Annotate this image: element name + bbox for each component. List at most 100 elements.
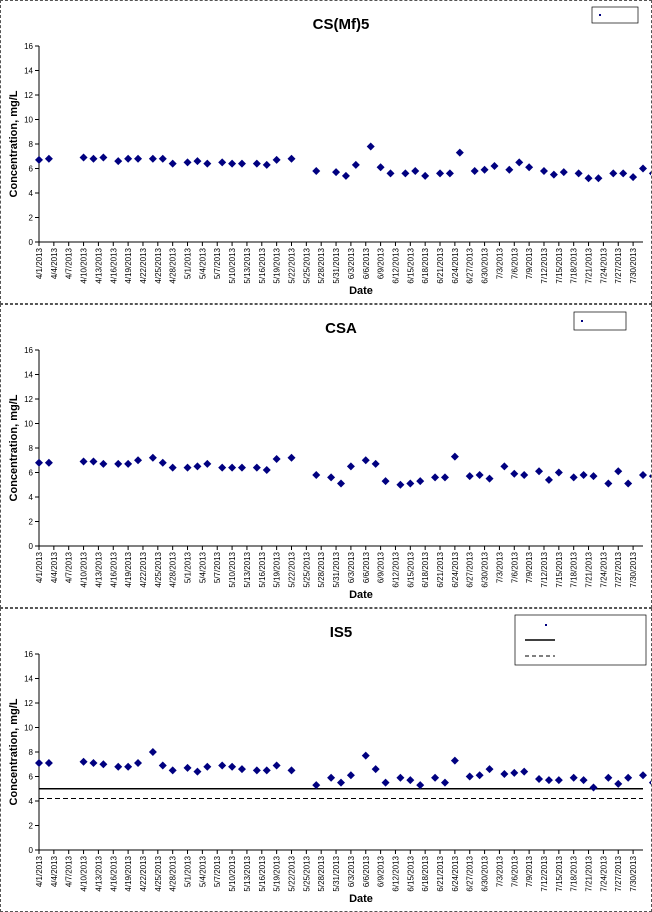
data-point [639,164,647,173]
x-tick-label: 7/18/2013 [570,247,579,283]
data-point [35,458,43,467]
x-tick-label: 4/10/2013 [80,247,89,283]
data-point [450,452,459,461]
x-axis-label: Date [349,589,373,601]
data-point [99,153,108,162]
data-point [341,171,350,180]
x-tick-label: 5/13/2013 [243,247,252,283]
x-tick-label: 4/16/2013 [109,551,118,587]
x-tick-label: 5/16/2013 [258,855,267,891]
x-tick-label: 5/7/2013 [213,551,222,583]
x-tick-label: 6/3/2013 [347,247,356,279]
x-tick-label: 7/15/2013 [555,551,564,587]
y-axis-label: Concentration, mg/L [8,698,20,805]
x-tick-label: 5/19/2013 [273,247,282,283]
x-tick-label: 4/1/2013 [35,551,44,583]
data-point [237,765,246,774]
data-point [327,473,336,482]
data-point [228,762,237,771]
x-tick-label: 7/27/2013 [614,855,623,891]
y-tick-label: 8 [29,748,34,757]
data-point [544,776,553,785]
x-tick-label: 6/15/2013 [406,855,415,891]
data-point [218,463,227,472]
y-tick-label: 0 [29,542,34,551]
x-tick-label: 5/19/2013 [273,551,282,587]
x-tick-label: 6/6/2013 [362,551,371,583]
data-point [287,766,296,775]
x-tick-label: 4/16/2013 [109,247,118,283]
data-point [99,760,108,769]
x-tick-label: 6/9/2013 [377,551,386,583]
data-point [594,174,603,183]
data-point [134,456,143,465]
x-tick-label: 7/9/2013 [525,551,534,583]
chart-panel-csa: CSA 0 2 4 6 8 10 12 14 16 4/1/2013 4/4/2013 4/7/2013… [0,304,652,608]
x-tick-label: 4/22/2013 [139,855,148,891]
x-axis-label: Date [349,285,373,297]
data-point [114,762,123,771]
data-point [554,776,563,785]
y-tick-label: 6 [29,165,34,174]
x-tick-label: 4/22/2013 [139,247,148,283]
data-point [436,169,445,178]
y-axis-label: Concentration, mg/L [8,394,20,501]
data-point [475,771,484,780]
chart-panel-is5: IS5 0 2 4 6 8 10 12 14 16 4/1/2013 4/4/2013 4/7/2013… [0,608,652,912]
data-point [455,148,464,157]
legend-box [573,311,627,331]
data-point [520,470,529,479]
x-tick-label: 5/13/2013 [243,551,252,587]
x-tick-label: 5/25/2013 [302,551,311,587]
data-point [619,169,628,178]
data-point [450,756,459,765]
x-tick-label: 5/7/2013 [213,855,222,887]
data-point [431,473,440,482]
data-point [134,154,143,163]
data-point [440,778,449,787]
data-point [193,767,202,776]
data-point [485,474,494,483]
y-tick-label: 4 [29,493,34,502]
data-point [44,759,53,768]
x-tick-label: 4/13/2013 [94,247,103,283]
x-tick-label: 5/1/2013 [184,247,193,279]
y-tick-label: 14 [24,67,33,76]
legend-marker [599,14,601,16]
x-tick-label: 7/15/2013 [555,855,564,891]
data-point [237,463,246,472]
x-tick-label: 4/19/2013 [124,247,133,283]
data-point [312,166,321,175]
data-point [648,780,651,785]
y-axis-label: Concentration, mg/L [8,90,20,197]
chart-panel-cs-mf5: CS(Mf)5 0 2 4 6 8 10 12 14 16 4/1/2013 4/4/2013 4/7/… [0,0,652,304]
data-point [44,458,53,467]
data-point [203,762,212,771]
chart-csa-svg: CSA 0 2 4 6 8 10 12 14 16 4/1/2013 4/4/2013 4/7/2013… [8,311,651,601]
x-tick-label: 6/30/2013 [481,247,490,283]
x-tick-label: 7/18/2013 [570,855,579,891]
x-tick-label: 6/24/2013 [451,855,460,891]
data-point [337,778,345,787]
x-tick-label: 5/7/2013 [213,247,222,279]
x-tick-label: 7/30/2013 [629,551,638,587]
x-tick-label: 4/13/2013 [94,855,103,891]
data-point [579,470,588,479]
x-tick-label: 4/28/2013 [169,551,178,587]
data-point [218,761,227,770]
data-point [89,759,98,768]
data-point [505,165,514,174]
data-point [228,159,237,168]
y-tick-label: 4 [29,189,34,198]
data-point [485,765,494,774]
x-tick-label: 5/1/2013 [184,551,193,583]
x-tick-label: 7/12/2013 [540,551,549,587]
x-tick-label: 4/7/2013 [65,551,74,583]
data-point [609,169,618,178]
chart-title: CSA [325,320,357,337]
x-tick-label: 5/16/2013 [258,551,267,587]
x-tick-label: 5/28/2013 [317,855,326,891]
x-tick-label: 6/12/2013 [391,551,400,587]
y-tick-label: 12 [24,91,33,100]
x-tick-label: 4/19/2013 [124,551,133,587]
